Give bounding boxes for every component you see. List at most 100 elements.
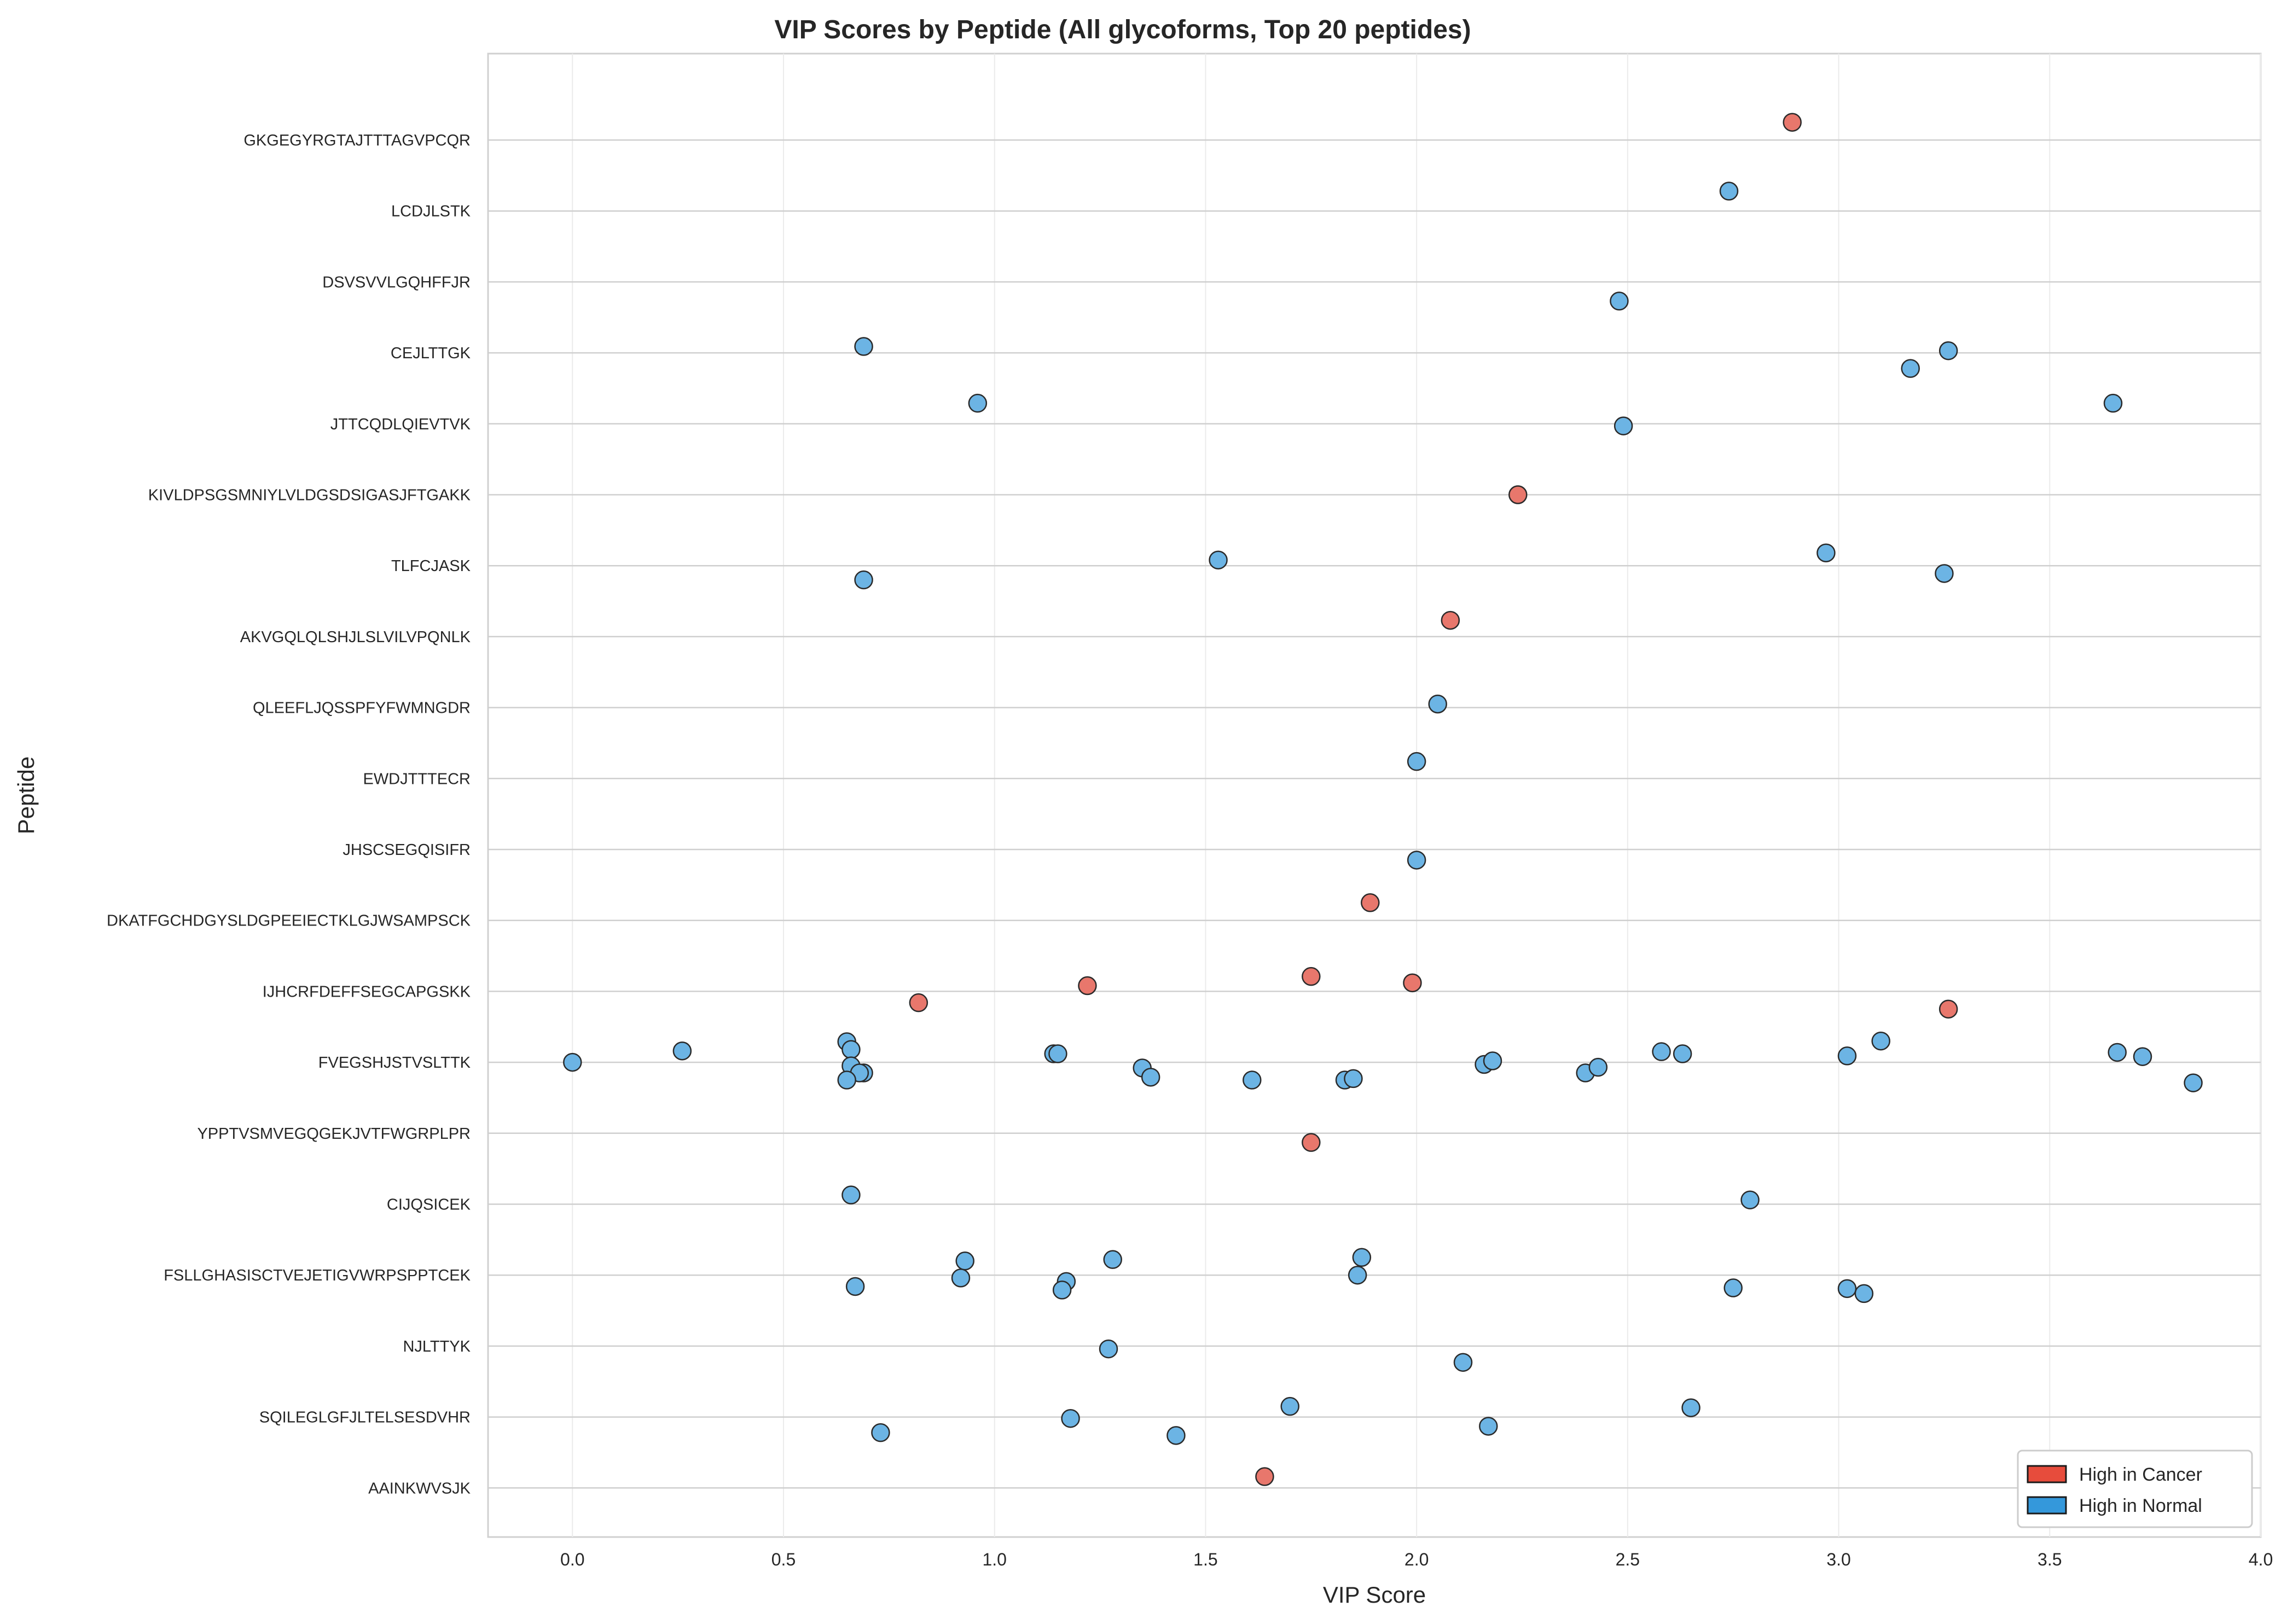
- data-point-cancer: [1783, 113, 1802, 132]
- y-tick-label: TLFCJASK: [391, 557, 471, 575]
- data-point-normal: [1837, 1046, 1857, 1066]
- data-point-cancer: [1441, 610, 1460, 630]
- data-point-normal: [1613, 416, 1633, 435]
- y-tick-label: JTTCQDLQIEVTVK: [330, 416, 471, 433]
- y-axis-label: Peptide: [13, 756, 39, 834]
- data-point-cancer: [909, 993, 928, 1012]
- data-point-normal: [951, 1268, 971, 1288]
- data-point-normal: [1740, 1190, 1760, 1209]
- data-point-normal: [1652, 1042, 1671, 1061]
- data-point-normal: [1681, 1398, 1700, 1417]
- data-point-cancer: [1302, 1133, 1321, 1152]
- y-tick-label: JHSCSEGQISIFR: [343, 841, 471, 859]
- data-point-normal: [2103, 393, 2123, 413]
- data-point-cancer: [1255, 1467, 1274, 1486]
- x-tick-label: 3.5: [2038, 1550, 2062, 1569]
- data-points: [563, 113, 2203, 1486]
- y-tick-label: EWDJTTTECR: [363, 770, 471, 788]
- data-point-normal: [845, 1277, 865, 1296]
- data-point-normal: [854, 337, 873, 356]
- data-point-normal: [2108, 1043, 2127, 1062]
- data-point-normal: [1280, 1396, 1299, 1416]
- data-point-normal: [1816, 543, 1836, 563]
- legend-label-normal: High in Normal: [2079, 1495, 2202, 1516]
- data-point-normal: [837, 1070, 856, 1090]
- x-tick-labels: 0.0 0.5 1.0 1.5 2.0 2.5 3.0 3.5 4.0: [560, 1550, 2273, 1569]
- data-point-normal: [1407, 851, 1426, 870]
- data-point-normal: [1428, 694, 1447, 714]
- data-point-normal: [1837, 1279, 1857, 1299]
- data-point-cancer: [1078, 976, 1097, 996]
- x-tick-label: 1.0: [982, 1550, 1006, 1569]
- data-point-normal: [1352, 1248, 1372, 1267]
- data-point-normal: [1243, 1070, 1262, 1090]
- data-point-normal: [1141, 1068, 1160, 1087]
- data-point-normal: [1673, 1044, 1692, 1063]
- data-point-normal: [1938, 341, 1958, 360]
- legend-swatch-cancer: [2027, 1465, 2067, 1483]
- data-point-normal: [1479, 1417, 1498, 1436]
- data-point-normal: [1048, 1044, 1067, 1063]
- data-point-cancer: [1361, 893, 1380, 912]
- data-point-normal: [1483, 1051, 1502, 1070]
- y-tick-label: IJHCRFDEFFSEGCAPGSKK: [263, 983, 471, 1000]
- y-tick-label: NJLTTYK: [403, 1338, 471, 1355]
- data-point-normal: [871, 1423, 890, 1442]
- data-point-cancer: [1403, 973, 1422, 993]
- data-point-normal: [1723, 1278, 1743, 1297]
- data-point-normal: [672, 1041, 692, 1061]
- gridlines: [488, 54, 2261, 1537]
- data-point-normal: [1453, 1353, 1473, 1372]
- data-point-normal: [1099, 1339, 1118, 1359]
- y-tick-label: YPPTVSMVEGQGEKJVTFWGRPLPR: [197, 1125, 471, 1143]
- x-axis-label: VIP Score: [1323, 1582, 1426, 1608]
- x-tick-label: 2.5: [1616, 1550, 1640, 1569]
- y-tick-label: CIJQSICEK: [387, 1196, 471, 1214]
- y-tick-label: KIVLDPSGSMNIYLVLDGSDSIGASJFTGAKK: [148, 487, 471, 504]
- data-point-cancer: [1302, 967, 1321, 986]
- data-point-normal: [1103, 1250, 1122, 1269]
- y-tick-label: DKATFGCHDGYSLDGPEEIECTKLGJWSAMPSCK: [107, 912, 471, 930]
- legend: High in Cancer High in Normal: [2017, 1450, 2253, 1528]
- chart-title: VIP Scores by Peptide (All glycoforms, T…: [774, 15, 1471, 44]
- y-tick-labels: GKGEGYRGTAJTTTAGVPCQR LCDJLSTK DSVSVVLGQHF…: [107, 132, 471, 1497]
- data-point-normal: [1719, 182, 1739, 201]
- plot-area: [487, 53, 2262, 1538]
- data-point-cancer: [1938, 999, 1958, 1019]
- data-point-normal: [1588, 1057, 1608, 1077]
- x-tick-label: 1.5: [1193, 1550, 1217, 1569]
- y-tick-label: DSVSVVLGQHFFJR: [322, 273, 471, 291]
- data-point-normal: [968, 393, 988, 413]
- legend-swatch-normal: [2027, 1496, 2067, 1515]
- y-tick-label: QLEEFLJQSSPFYFWMNGDR: [253, 700, 471, 717]
- data-point-normal: [1166, 1426, 1186, 1445]
- data-point-normal: [854, 570, 873, 590]
- data-point-normal: [563, 1052, 582, 1072]
- data-point-normal: [1901, 359, 1920, 378]
- x-tick-label: 2.0: [1404, 1550, 1429, 1569]
- y-tick-label: GKGEGYRGTAJTTTAGVPCQR: [243, 132, 471, 149]
- data-point-normal: [841, 1185, 861, 1204]
- data-point-normal: [1209, 550, 1228, 570]
- data-point-normal: [841, 1040, 861, 1060]
- y-tick-label: FVEGSHJSTVSLTTK: [318, 1054, 471, 1072]
- y-tick-label: LCDJLSTK: [391, 203, 471, 220]
- x-tick-label: 0.5: [771, 1550, 796, 1569]
- y-tick-label: SQILEGLGFJLTELSESDVHR: [259, 1409, 471, 1427]
- legend-box: [2017, 1450, 2253, 1528]
- data-point-normal: [1610, 292, 1629, 311]
- data-point-normal: [1871, 1031, 1890, 1051]
- x-tick-label: 4.0: [2249, 1550, 2273, 1569]
- legend-label-cancer: High in Cancer: [2079, 1464, 2202, 1485]
- data-point-normal: [1061, 1408, 1080, 1428]
- x-tick-label: 3.0: [1826, 1550, 1850, 1569]
- data-point-normal: [1935, 564, 1954, 583]
- data-point-normal: [1854, 1284, 1874, 1303]
- data-point-normal: [1348, 1265, 1367, 1285]
- data-point-normal: [2184, 1073, 2203, 1092]
- y-tick-label: AAINKWVSJK: [368, 1480, 471, 1497]
- data-point-cancer: [1508, 485, 1528, 504]
- y-tick-label: AKVGQLQLSHJLSLVILVPQNLK: [240, 628, 471, 646]
- y-tick-label: FSLLGHASISCTVEJETIGVWRPSPPTCEK: [164, 1267, 471, 1284]
